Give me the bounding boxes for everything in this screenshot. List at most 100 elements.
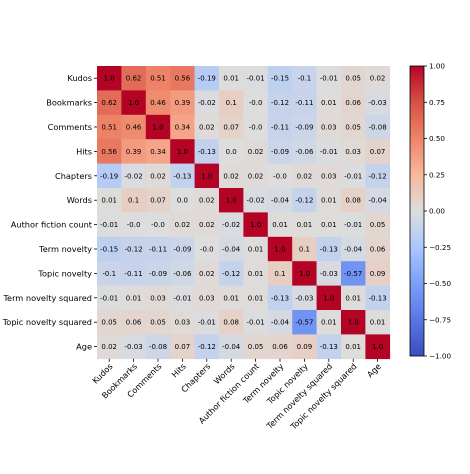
- heatmap-cell: [97, 163, 122, 189]
- heatmap-cell-value: 0.05: [345, 124, 361, 132]
- heatmap-cell: [341, 310, 366, 335]
- heatmap-cell-value: 0.01: [223, 294, 239, 302]
- heatmap-cell: [219, 90, 244, 116]
- colorbar-tick-label: −0.75: [429, 315, 451, 324]
- heatmap-cell-value: -0.02: [247, 197, 265, 205]
- heatmap-cell: [219, 66, 244, 91]
- heatmap-cell-value: -0.04: [222, 246, 241, 254]
- heatmap-cell: [267, 285, 293, 311]
- heatmap-cell: [145, 114, 171, 140]
- heatmap-cell: [267, 310, 293, 335]
- heatmap-cell-value: 0.02: [248, 172, 264, 180]
- heatmap-cell: [219, 236, 244, 262]
- heatmap-cell: [219, 285, 244, 311]
- heatmap-cell-value: 0.07: [223, 124, 239, 132]
- heatmap-cell: [194, 261, 220, 286]
- heatmap-cell-value: -0.02: [222, 221, 240, 229]
- heatmap-cell-value: -0.06: [295, 148, 314, 156]
- heatmap-cell: [121, 66, 147, 91]
- heatmap-cell: [341, 90, 366, 116]
- heatmap-cell: [365, 285, 391, 311]
- heatmap-cell-value: -0.12: [271, 99, 289, 107]
- heatmap-cell: [170, 139, 195, 164]
- colorbar-tick-label: −0.50: [429, 279, 451, 288]
- heatmap-cell: [219, 310, 244, 335]
- heatmap-cell: [97, 261, 122, 286]
- heatmap-cell-value: 0.01: [101, 197, 117, 205]
- y-axis-tick-label: Chapters: [55, 171, 92, 181]
- heatmap-cell-value: 0.0: [226, 148, 237, 156]
- heatmap-cell-value: 0.01: [345, 343, 361, 351]
- heatmap-cell: [145, 139, 171, 164]
- heatmap-cell-value: -0.13: [320, 246, 338, 254]
- heatmap-cell-value: -0.12: [295, 197, 313, 205]
- heatmap-cell-value: 0.01: [321, 99, 337, 107]
- heatmap-cell: [170, 310, 195, 335]
- heatmap-cell-value: 0.08: [223, 319, 239, 327]
- heatmap-cell-value: -0.1: [298, 75, 312, 83]
- heatmap-cell-value: 0.0: [177, 197, 188, 205]
- heatmap-cell: [145, 334, 171, 360]
- heatmap-cell-value: 0.56: [101, 148, 117, 156]
- y-axis-tick-label: Age: [76, 342, 92, 352]
- heatmap-cell: [365, 261, 391, 286]
- heatmap-cell-value: 0.39: [126, 148, 142, 156]
- heatmap-cell: [194, 334, 220, 360]
- heatmap-cell: [341, 163, 366, 189]
- heatmap-cell: [243, 212, 269, 238]
- heatmap-cell-value: 1.0: [226, 197, 237, 205]
- heatmap-cell: [292, 334, 317, 360]
- heatmap-cell: [292, 139, 317, 164]
- heatmap-cell-value: 0.01: [370, 319, 386, 327]
- heatmap-cell-value: 0.02: [101, 343, 117, 351]
- heatmap-cell-value: -0.01: [247, 75, 265, 83]
- heatmap-cell-value: -0.04: [344, 246, 363, 254]
- heatmap-cell: [316, 261, 342, 286]
- heatmap-cell-value: 0.09: [297, 343, 313, 351]
- heatmap-cell-value: -0.19: [100, 172, 118, 180]
- heatmap-cell: [267, 334, 293, 360]
- heatmap-cell-value: 0.08: [345, 197, 361, 205]
- heatmap-cell-value: 0.01: [345, 294, 361, 302]
- y-axis-tick-label: Hits: [76, 146, 92, 156]
- colorbar-tick-label: 1.00: [429, 62, 445, 71]
- heatmap-cell: [267, 188, 293, 213]
- heatmap-cell-value: -0.02: [125, 172, 143, 180]
- heatmap-cell-value: -0.01: [320, 75, 338, 83]
- heatmap-cell-value: -0.15: [100, 246, 118, 254]
- heatmap-cell: [243, 334, 269, 360]
- heatmap-cell-value: -0.12: [125, 246, 143, 254]
- heatmap-cell: [194, 163, 220, 189]
- heatmap-cell: [121, 310, 147, 335]
- heatmap-cell-value: 0.39: [175, 99, 191, 107]
- heatmap-cell: [121, 285, 147, 311]
- heatmap-cell: [219, 212, 244, 238]
- heatmap-cell: [170, 114, 195, 140]
- heatmap-cell-value: 0.01: [272, 221, 288, 229]
- heatmap-cell: [97, 90, 122, 116]
- heatmap-cell: [341, 236, 366, 262]
- heatmap-cell-value: -0.11: [125, 270, 143, 278]
- y-axis-tick-label: Topic novelty squared: [2, 317, 92, 327]
- heatmap-cell: [121, 212, 147, 238]
- heatmap-cell-value: -0.11: [271, 124, 289, 132]
- heatmap-cell-value: 1.0: [104, 75, 115, 83]
- heatmap-cell-value: 0.05: [345, 75, 361, 83]
- heatmap-cell: [170, 90, 195, 116]
- heatmap-cell: [97, 334, 122, 360]
- heatmap-cell: [292, 90, 317, 116]
- colorbar-tick-label: 0.25: [429, 170, 445, 179]
- heatmap-cell: [170, 188, 195, 213]
- heatmap-cell-value: -0.01: [198, 319, 216, 327]
- heatmap-cell: [170, 163, 195, 189]
- heatmap-cell-value: 0.02: [175, 221, 191, 229]
- heatmap-cell: [365, 114, 391, 140]
- heatmap-cell-value: 0.03: [150, 294, 166, 302]
- heatmap-cell: [365, 212, 391, 238]
- heatmap-cell: [316, 188, 342, 213]
- heatmap-cell: [121, 236, 147, 262]
- y-axis-tick-label: Comments: [48, 122, 92, 132]
- heatmap-cell: [292, 236, 317, 262]
- heatmap-cell-value: 0.01: [223, 75, 239, 83]
